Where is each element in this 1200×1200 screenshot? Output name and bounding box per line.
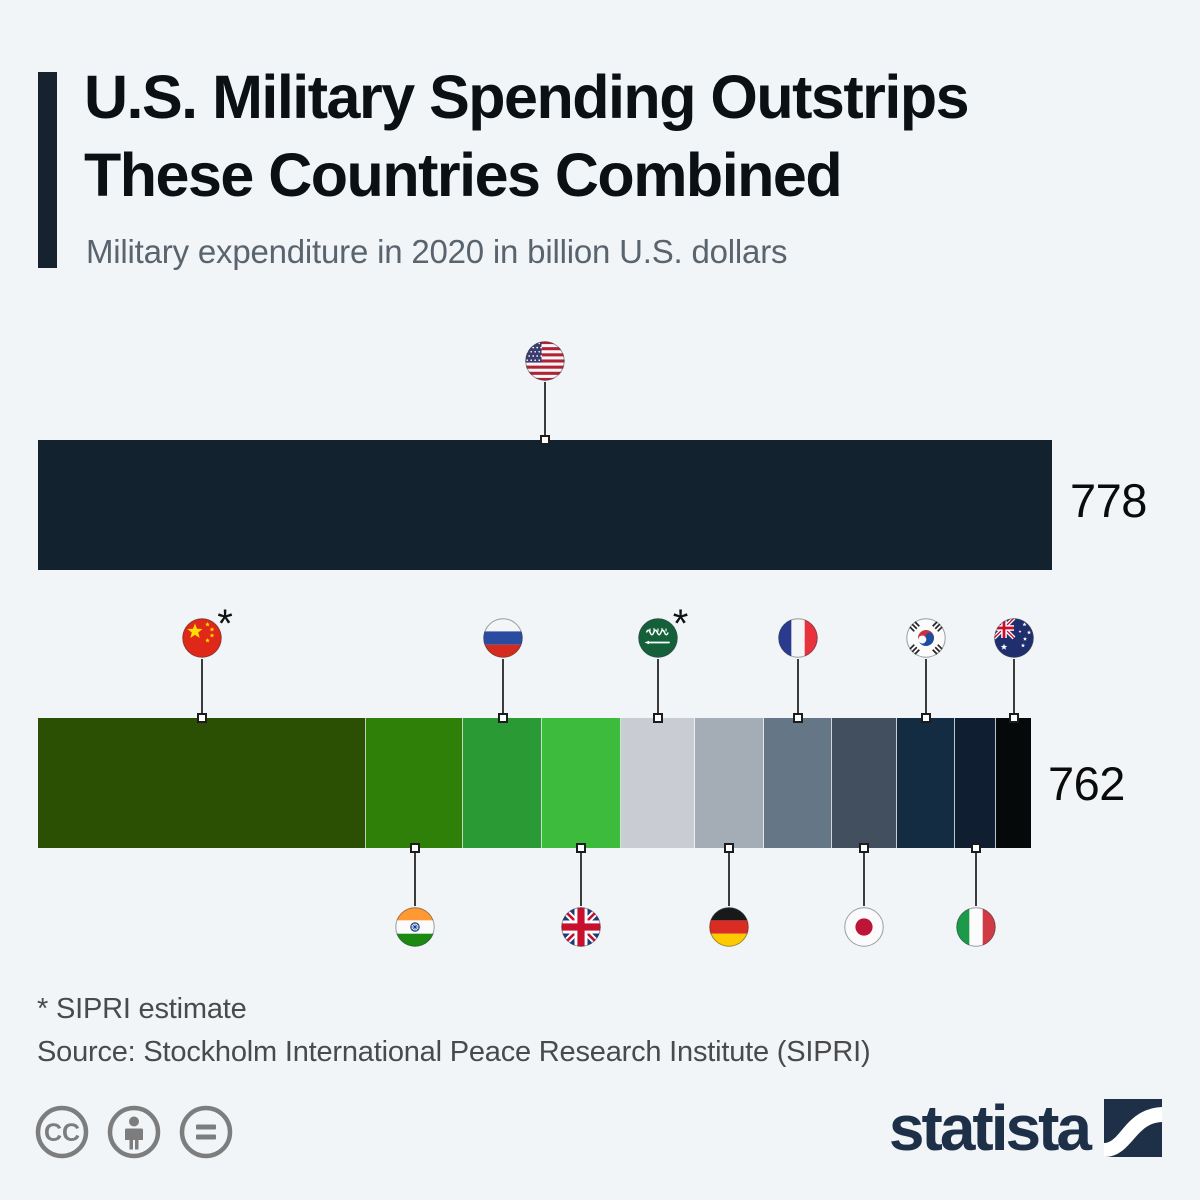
connector-line bbox=[974, 848, 977, 906]
flag-china-icon bbox=[182, 618, 222, 658]
connector-line bbox=[925, 659, 928, 718]
segment-russia bbox=[462, 718, 543, 848]
title-accent-bar bbox=[38, 72, 57, 268]
estimate-asterisk: * bbox=[217, 602, 233, 646]
equals-icon[interactable] bbox=[178, 1104, 234, 1160]
segment-italy bbox=[955, 718, 996, 848]
statista-wordmark: statista bbox=[888, 1092, 1092, 1164]
flag-australia-icon bbox=[993, 618, 1034, 658]
segment-saudi-arabia bbox=[620, 718, 695, 848]
attribution-person-icon[interactable] bbox=[106, 1104, 162, 1160]
estimate-asterisk: * bbox=[672, 602, 689, 646]
connector-line bbox=[656, 659, 659, 718]
connector-marker bbox=[497, 713, 508, 723]
segment-france bbox=[763, 718, 832, 848]
connector-line bbox=[796, 659, 799, 718]
segment-china bbox=[38, 718, 367, 848]
combined-value-label: 762 bbox=[1048, 757, 1125, 810]
cc-icon[interactable]: CC bbox=[34, 1104, 90, 1160]
title-line-1: U.S. Military Spending Outstrips bbox=[84, 63, 970, 131]
source-line: Source: Stockholm International Peace Re… bbox=[37, 1036, 871, 1068]
statista-mark-icon bbox=[1104, 1099, 1162, 1157]
chart-subtitle: Military expenditure in 2020 in billion … bbox=[86, 233, 788, 270]
flag-japan-icon bbox=[844, 907, 885, 947]
title-line-2: These Countries Combined bbox=[84, 141, 843, 209]
connector-marker bbox=[1008, 713, 1019, 723]
svg-text:CC: CC bbox=[44, 1119, 80, 1147]
connector-line bbox=[1012, 659, 1015, 718]
segment-india bbox=[366, 718, 463, 848]
flag-russia-icon bbox=[482, 618, 523, 658]
flag-saudi-arabia-icon bbox=[638, 618, 678, 658]
connector-marker bbox=[970, 843, 981, 853]
connector-line bbox=[728, 848, 731, 906]
connector-line bbox=[413, 848, 416, 906]
flag-india-icon bbox=[394, 907, 435, 947]
flag-united-kingdom-icon bbox=[561, 907, 602, 947]
connector-line bbox=[863, 848, 866, 906]
footnote: * SIPRI estimate bbox=[37, 993, 247, 1025]
us-value-label: 778 bbox=[1070, 474, 1147, 527]
connector-marker bbox=[652, 713, 663, 723]
connector-line bbox=[544, 382, 546, 440]
connector-marker bbox=[197, 713, 208, 723]
connector-marker bbox=[724, 843, 735, 853]
connector-marker bbox=[409, 843, 420, 853]
flag-germany-icon bbox=[709, 907, 750, 947]
flag-south-korea-icon bbox=[906, 618, 946, 658]
flag-italy-icon bbox=[956, 907, 996, 947]
us-bar bbox=[38, 440, 1052, 570]
connector-marker bbox=[576, 843, 587, 853]
license-badges[interactable]: CC bbox=[34, 1104, 234, 1160]
connector-line bbox=[201, 659, 204, 718]
segment-australia bbox=[995, 718, 1032, 848]
segment-japan bbox=[831, 718, 897, 848]
connector-line bbox=[580, 848, 583, 906]
segment-germany bbox=[694, 718, 764, 848]
connector-line bbox=[501, 659, 504, 718]
segment-united-kingdom bbox=[542, 718, 621, 848]
connector-marker bbox=[792, 713, 803, 723]
segment-south-korea bbox=[896, 718, 956, 848]
page-title: U.S. Military Spending Outstrips These C… bbox=[84, 58, 970, 214]
connector-marker bbox=[921, 713, 932, 723]
flag-france-icon bbox=[778, 618, 818, 658]
combined-bar bbox=[38, 718, 1032, 848]
connector-marker bbox=[859, 843, 870, 853]
statista-logo[interactable]: statista bbox=[889, 1096, 1162, 1160]
connector-marker bbox=[540, 435, 550, 445]
flag-united-states-icon bbox=[525, 341, 565, 381]
